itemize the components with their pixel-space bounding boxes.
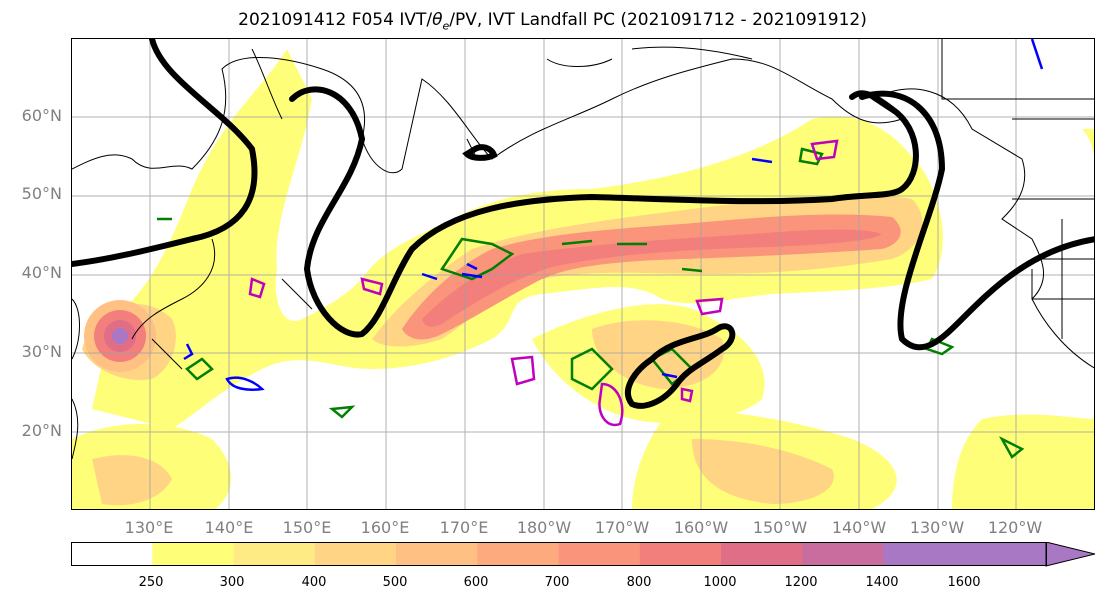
colorbar-segment: [233, 542, 316, 566]
colorbar-segment: [314, 542, 397, 566]
colorbar-segment: [396, 542, 478, 566]
colorbar-tick-1400: 1400: [865, 575, 899, 590]
gridlines: [72, 39, 1094, 509]
colorbar-extend-arrow: [1045, 542, 1095, 567]
map-panel: [71, 38, 1095, 510]
lat-label-40n: 40°N: [21, 263, 62, 282]
lon-label-140w: 140°W: [831, 518, 887, 537]
colorbar-segment: [558, 542, 641, 566]
pv-blue-contours: [183, 39, 1044, 391]
colorbar-tick-400: 400: [301, 575, 327, 590]
colorbar-segment: [477, 542, 560, 566]
lon-label-120w: 120°W: [987, 518, 1043, 537]
colorbar-segment: [802, 542, 885, 566]
colorbar: [71, 542, 1095, 567]
coastlines: [72, 39, 1094, 460]
colorbar-tick-600: 600: [463, 575, 489, 590]
colorbar-tick-250: 250: [138, 575, 164, 590]
lat-label-20n: 20°N: [21, 421, 62, 440]
colorbar-tick-1000: 1000: [703, 575, 737, 590]
ivt-landfall-pc-contour: [72, 39, 1094, 409]
colorbar-tick-800: 800: [626, 575, 652, 590]
colorbar-segments: [71, 542, 1047, 566]
colorbar-tick-700: 700: [544, 575, 570, 590]
colorbar-segment: [152, 542, 235, 566]
colorbar-tick-1600: 1600: [947, 575, 981, 590]
lat-label-50n: 50°N: [21, 184, 62, 203]
theta-e-contours: [157, 147, 1025, 459]
colorbar-tick-300: 300: [219, 575, 245, 590]
pv-magenta-contours: [248, 139, 839, 427]
colorbar-segment: [883, 542, 966, 566]
lon-label-130w: 130°W: [909, 518, 965, 537]
lon-label-170w: 170°W: [594, 518, 650, 537]
colorbar-outline: [71, 542, 1047, 566]
lat-label-30n: 30°N: [21, 342, 62, 361]
colorbar-segment: [71, 542, 153, 566]
figure-title: 2021091412 F054 IVT/θe/PV, IVT Landfall …: [238, 10, 867, 33]
lon-label-170e: 170°E: [439, 518, 489, 537]
lon-label-160e: 160°E: [360, 518, 410, 537]
lon-label-180w: 180°W: [516, 518, 572, 537]
lon-label-150w: 150°W: [752, 518, 808, 537]
colorbar-tick-500: 500: [382, 575, 408, 590]
colorbar-segment: [721, 542, 803, 566]
lat-label-60n: 60°N: [21, 106, 62, 125]
colorbar-segment: [639, 542, 722, 566]
colorbar-segment: [964, 542, 1047, 566]
lon-label-150e: 150°E: [282, 518, 332, 537]
lon-label-130e: 130°E: [124, 518, 174, 537]
colorbar-tick-1200: 1200: [784, 575, 818, 590]
lon-label-160w: 160°W: [673, 518, 729, 537]
map-canvas: [72, 39, 1094, 509]
lon-label-140e: 140°E: [204, 518, 254, 537]
